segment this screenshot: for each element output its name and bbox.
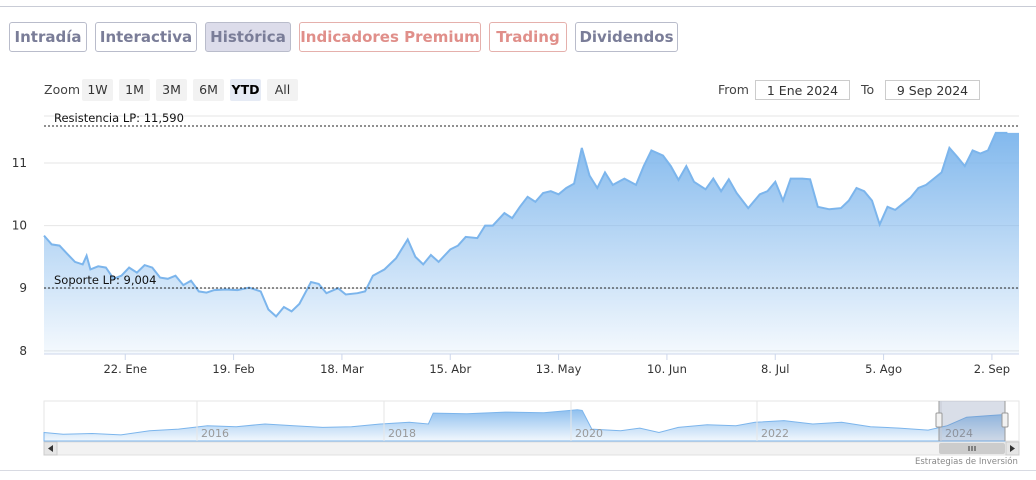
zoom-button-all[interactable]: All bbox=[267, 79, 298, 101]
navigator-area bbox=[43, 409, 1006, 442]
tab-dividendos[interactable]: Dividendos bbox=[575, 22, 678, 52]
x-tick-label: 10. Jun bbox=[647, 362, 687, 376]
credit-text: Estrategias de Inversión bbox=[915, 457, 1018, 467]
x-tick-label: 5. Ago bbox=[865, 362, 902, 376]
zoom-label: Zoom bbox=[44, 82, 81, 97]
price-line bbox=[43, 131, 1008, 318]
scrollbar-track[interactable] bbox=[43, 441, 1020, 456]
y-tick-label: 8 bbox=[19, 344, 27, 358]
tab-historica[interactable]: Histórica bbox=[205, 22, 291, 52]
range-from-label: From bbox=[718, 82, 749, 97]
x-tick-label: 13. May bbox=[536, 362, 582, 376]
y-tick-label: 10 bbox=[12, 219, 27, 233]
x-tick-label: 8. Jul bbox=[761, 362, 790, 376]
navigator[interactable]: 2016 2018 2020 2022 2024 bbox=[43, 400, 1020, 442]
scrollbar[interactable] bbox=[43, 441, 1020, 456]
grip-icon bbox=[968, 446, 976, 451]
tab-trading[interactable]: Trading bbox=[489, 22, 567, 52]
top-divider bbox=[0, 6, 1036, 7]
range-from-input[interactable]: 1 Ene 2024 bbox=[755, 80, 850, 100]
zoom-button-1w[interactable]: 1W bbox=[82, 79, 113, 101]
zoom-button-ytd[interactable]: YTD bbox=[230, 79, 261, 101]
navigator-tick-label: 2024 bbox=[945, 427, 973, 440]
support-label: Soporte LP: 9,004 bbox=[54, 273, 156, 287]
zoom-button-1m[interactable]: 1M bbox=[119, 79, 150, 101]
zoom-button-6m[interactable]: 6M bbox=[193, 79, 224, 101]
x-tick-label: 18. Mar bbox=[320, 362, 364, 376]
range-to-input[interactable]: 9 Sep 2024 bbox=[885, 80, 980, 100]
range-to-label: To bbox=[861, 82, 875, 97]
navigator-handle-left[interactable] bbox=[935, 412, 943, 428]
navigator-tick-label: 2018 bbox=[388, 427, 416, 440]
x-tick-label: 2. Sep bbox=[974, 362, 1010, 376]
navigator-tick-label: 2016 bbox=[201, 427, 229, 440]
navigator-tick-label: 2022 bbox=[761, 427, 789, 440]
tab-intradia[interactable]: Intradía bbox=[9, 22, 87, 52]
price-area bbox=[44, 132, 1019, 354]
navigator-selection[interactable] bbox=[939, 401, 1005, 441]
x-tick-label: 19. Feb bbox=[212, 362, 254, 376]
chevron-left-icon bbox=[48, 445, 53, 452]
navigator-tick-label: 2020 bbox=[575, 427, 603, 440]
navigator-handle-right[interactable] bbox=[1001, 412, 1009, 428]
x-tick-label: 15. Abr bbox=[429, 362, 471, 376]
x-tick-label: 22. Ene bbox=[103, 362, 147, 376]
tab-indicadores-premium[interactable]: Indicadores Premium bbox=[299, 22, 481, 52]
zoom-button-3m[interactable]: 3M bbox=[156, 79, 187, 101]
tab-interactiva[interactable]: Interactiva bbox=[95, 22, 197, 52]
chevron-right-icon bbox=[1010, 445, 1015, 452]
resistance-label: Resistencia LP: 11,590 bbox=[54, 111, 184, 125]
bottom-divider bbox=[0, 470, 1036, 471]
y-tick-label: 9 bbox=[19, 281, 27, 295]
y-tick-label: 11 bbox=[12, 156, 27, 170]
